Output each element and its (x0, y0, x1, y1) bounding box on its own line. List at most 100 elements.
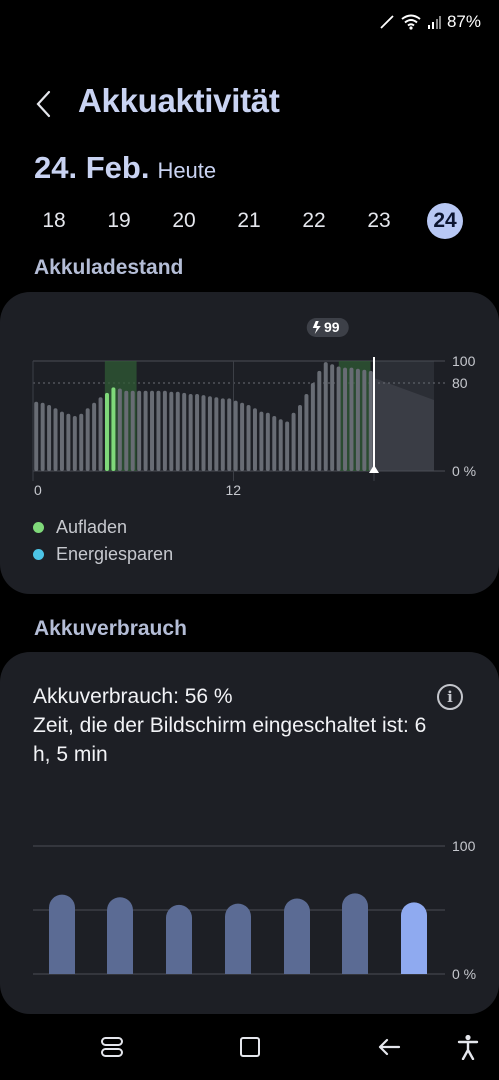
usage-card: Akkuverbrauch: 56 % Zeit, die der Bildsc… (0, 652, 499, 1014)
usage-bar (401, 902, 427, 974)
info-icon: i (447, 688, 453, 706)
battery-percent: 87% (446, 12, 481, 31)
charge-bar (182, 392, 187, 471)
charge-bar (117, 388, 122, 471)
charge-bar (104, 392, 109, 471)
charge-bar (214, 397, 219, 471)
day-selector: 18 19 20 21 22 23 24 (0, 203, 499, 239)
charge-bar (201, 395, 206, 471)
charge-bar (285, 421, 290, 471)
charge-bar (291, 412, 296, 471)
status-icons: 87% (379, 12, 481, 32)
charge-bar (227, 398, 232, 471)
legend-dot-charging (33, 522, 44, 533)
usage-bar (107, 897, 133, 974)
day-18[interactable]: 18 (42, 209, 66, 232)
usage-bar (49, 894, 75, 974)
charge-bar (233, 400, 238, 471)
charge-bar (53, 408, 58, 471)
legend-item-power-saving: Energiesparen (33, 541, 173, 568)
charge-bar (336, 366, 341, 471)
back-nav-button[interactable] (369, 1032, 409, 1062)
home-button[interactable] (230, 1032, 270, 1062)
charge-section-title: Akkuladestand (34, 256, 184, 279)
charge-bar (175, 391, 180, 471)
charge-bar (323, 362, 328, 471)
y-tick-label: 80 (452, 375, 468, 391)
charge-bar (265, 412, 270, 471)
charge-bar (188, 394, 193, 471)
charge-bar (137, 390, 142, 471)
usage-y-tick-label: 0 % (452, 966, 476, 982)
charge-bar (310, 383, 315, 471)
date-main: 24. Feb. (34, 150, 150, 185)
charge-bar (85, 408, 90, 471)
charge-bar (220, 398, 225, 471)
usage-x-label: 18 (54, 981, 70, 984)
legend-label-charging: Aufladen (56, 517, 128, 537)
charge-bar (92, 402, 97, 471)
wifi-icon (401, 14, 421, 30)
charge-bar (72, 416, 77, 471)
charge-bar (66, 413, 71, 471)
status-bar: 87% (0, 0, 499, 46)
peak-charge-value: 99 (324, 319, 340, 335)
charge-bar (349, 367, 354, 471)
day-23[interactable]: 23 (367, 209, 391, 232)
charge-bar (278, 419, 283, 471)
info-button[interactable]: i (437, 684, 463, 710)
date-line: 24. Feb. Heute (34, 150, 216, 186)
day-21[interactable]: 21 (237, 209, 261, 232)
usage-percent-text: Akkuverbrauch: 56 % (33, 685, 233, 708)
recent-apps-button[interactable] (92, 1032, 132, 1062)
charge-bar (195, 394, 200, 471)
charge-bar (355, 368, 360, 471)
charge-bar (240, 402, 245, 471)
signal-icon (427, 15, 441, 29)
charge-bar (246, 405, 251, 471)
charge-bar (98, 397, 103, 471)
bolt-icon (312, 321, 321, 334)
day-19[interactable]: 19 (107, 209, 131, 232)
usage-bar (225, 903, 251, 974)
day-20[interactable]: 20 (172, 209, 196, 232)
charge-bar (111, 387, 116, 471)
usage-section-title: Akkuverbrauch (34, 617, 187, 640)
charge-bar (259, 411, 264, 471)
usage-y-tick-label: 100 (452, 838, 476, 854)
charge-bar (124, 390, 129, 471)
charge-bar (317, 370, 322, 471)
x-tick-label: 12 (226, 482, 242, 498)
accessibility-button[interactable] (448, 1032, 488, 1062)
charge-bar (343, 367, 348, 471)
usage-x-label: 20 (171, 981, 187, 984)
charge-bar (330, 364, 335, 471)
day-22[interactable]: 22 (302, 209, 326, 232)
charge-bar (362, 369, 367, 471)
home-square-icon (240, 1037, 260, 1057)
charge-card: 99 100 80 0 % 0 12 Aufladen Energiesparen (0, 292, 499, 594)
usage-summary: Akkuverbrauch: 56 % Zeit, die der Bildsc… (33, 682, 433, 769)
x-tick-label: 0 (34, 482, 42, 498)
charge-bar (150, 390, 155, 471)
y-tick-label: 0 % (452, 463, 476, 479)
now-indicator-marker (369, 465, 379, 473)
usage-x-label: 22 (289, 981, 305, 984)
future-projection-shape (374, 378, 434, 471)
usage-x-label: 23 (347, 981, 363, 984)
page-title: Akkuaktivität (78, 82, 280, 119)
y-tick-label: 100 (452, 353, 476, 369)
daily-usage-chart[interactable]: 18 19 20 21 22 23 24 100 0 % (0, 834, 499, 984)
day-24-selected[interactable]: 24 (427, 203, 463, 239)
mute-icon (379, 14, 395, 30)
header: Akkuaktivität (0, 82, 499, 126)
charge-bar (272, 416, 277, 471)
usage-bar (342, 893, 368, 974)
chevron-left-icon (36, 90, 51, 118)
charge-bar (40, 402, 45, 471)
recent-apps-icon (101, 1037, 123, 1057)
usage-x-label: 21 (230, 981, 246, 984)
navigation-bar (0, 1014, 499, 1080)
back-button[interactable] (28, 86, 58, 122)
charge-level-chart[interactable]: 99 100 80 0 % 0 12 (0, 318, 499, 518)
